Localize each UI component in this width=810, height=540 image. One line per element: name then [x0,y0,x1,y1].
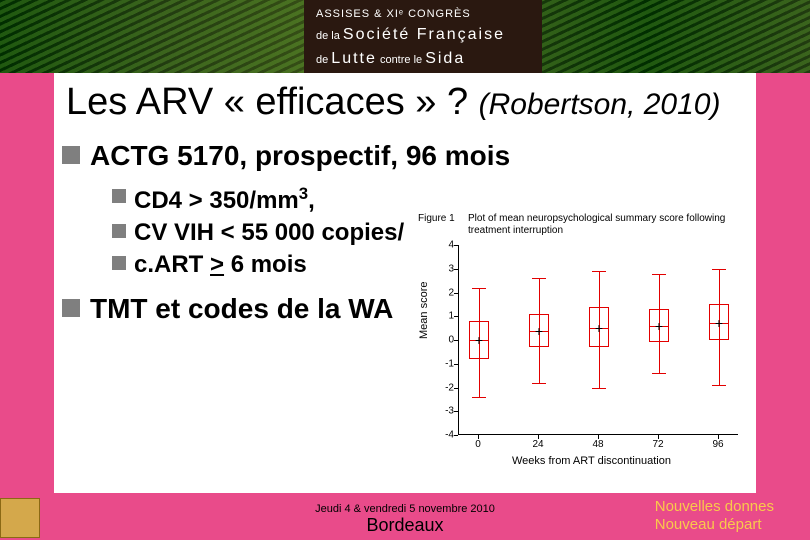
chart-ytick-mark [454,245,458,246]
chart-mean-marker: + [475,333,483,347]
bullet-square-icon [62,146,80,164]
chart-mean-marker: + [535,324,543,338]
title-main: Les ARV « efficaces » ? [66,81,479,123]
chart-ytick-label: 3 [438,263,454,274]
chart-ytick-label: 4 [438,240,454,251]
footer-right: Nouvelles donnes Nouveau départ [655,498,774,534]
chart-ytick-label: -1 [438,358,454,369]
congress-line1: ASSISES & XIᵉ CONGRÈS [316,6,530,23]
chart-xtick-label: 48 [592,439,603,450]
congress-title-box: ASSISES & XIᵉ CONGRÈS de la Société Fran… [304,0,542,73]
chart-ytick-mark [454,364,458,365]
chart-ytick-mark [454,411,458,412]
chart-ytick-label: 1 [438,311,454,322]
chart-ytick-mark [454,340,458,341]
chart-xtick-mark [658,435,659,439]
congress-line2: de la Société Française [316,23,530,47]
chart-ytick-mark [454,316,458,317]
chart-xtick-mark [718,435,719,439]
bullet-tmt-text: TMT et codes de la WA [90,293,393,325]
slide-content: Les ARV « efficaces » ? (Robertson, 2010… [54,73,756,493]
bullet-cd4-text: CD4 > 350/mm3, [134,184,315,215]
footer-slogan-1: Nouvelles donnes [655,498,774,516]
bullet-square-icon [112,189,126,203]
chart-ytick-label: -2 [438,382,454,393]
chart-ytick-label: 0 [438,335,454,346]
congress-line3: de Lutte contre le Sida [316,47,530,71]
chart-mean-marker: + [595,321,603,335]
chart-xtick-label: 72 [652,439,663,450]
chart-ytick-mark [454,269,458,270]
chart-xtick-mark [538,435,539,439]
chart-xtick-mark [598,435,599,439]
bullet-square-icon [112,224,126,238]
chart-ytick-mark [454,293,458,294]
slide-footer: Jeudi 4 & vendredi 5 novembre 2010 Borde… [0,490,810,540]
chart-ytick-label: 2 [438,287,454,298]
bullet-actg-text: ACTG 5170, prospectif, 96 mois [90,140,510,172]
chart-xtick-label: 0 [475,439,481,450]
chart-mean-marker: + [655,319,663,333]
boxplot-chart: Figure 1 Plot of mean neuropsychological… [412,209,756,471]
chart-ytick-label: -3 [438,406,454,417]
chart-yaxis-title: Mean score [418,282,430,339]
bullet-cart-text: c.ART > 6 mois [134,251,307,279]
header-banner: ASSISES & XIᵉ CONGRÈS de la Société Fran… [0,0,810,73]
chart-title: Plot of mean neuropsychological summary … [468,213,748,237]
chart-figure-label: Figure 1 [418,213,455,224]
chart-ytick-mark [454,388,458,389]
chart-xtick-label: 24 [532,439,543,450]
bullet-square-icon [112,256,126,270]
bullet-actg: ACTG 5170, prospectif, 96 mois [54,140,756,172]
chart-ytick-mark [454,435,458,436]
chart-mean-marker: + [715,316,723,330]
chart-xtick-label: 96 [712,439,723,450]
chart-plot-area: + + + + + [458,245,738,435]
chart-ytick-label: -4 [438,430,454,441]
title-citation: (Robertson, 2010) [479,88,721,121]
bullet-cv-text: CV VIH < 55 000 copies/ [134,219,404,247]
slide-title: Les ARV « efficaces » ? (Robertson, 2010… [54,73,756,140]
chart-xtick-mark [478,435,479,439]
bullet-square-icon [62,299,80,317]
chart-xaxis-title: Weeks from ART discontinuation [512,455,671,467]
footer-slogan-2: Nouveau départ [655,516,774,534]
